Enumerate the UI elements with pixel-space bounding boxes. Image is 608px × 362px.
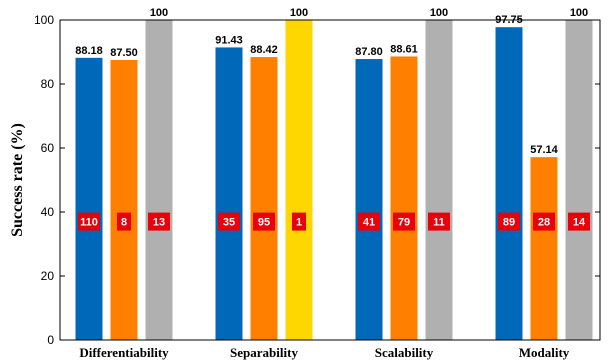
count-badge: 89	[498, 212, 520, 231]
y-axis-title: Success rate (%)	[9, 123, 26, 237]
bar	[530, 157, 558, 340]
count-badge: 14	[568, 212, 590, 231]
bar-value-label: 88.61	[390, 43, 418, 55]
bar	[285, 20, 313, 340]
count-badge: 1	[292, 212, 306, 231]
count-badge: 8	[117, 212, 131, 231]
bar-value-label: 88.42	[250, 44, 278, 56]
count-badge: 95	[253, 212, 275, 231]
count-badge: 35	[218, 212, 240, 231]
x-category-label: Separability	[230, 345, 298, 360]
count-badge-box	[148, 212, 170, 231]
count-badge: 79	[393, 212, 415, 231]
y-tick-label: 60	[41, 141, 55, 155]
count-badge: 41	[358, 212, 380, 231]
count-badge: 28	[533, 212, 555, 231]
count-badge-box	[533, 212, 555, 231]
bar-value-label: 87.80	[355, 46, 383, 58]
x-axis: Differentiability Separability Scalability…	[79, 345, 569, 360]
bars-layer	[75, 20, 593, 340]
bar-value-label: 100	[570, 7, 588, 19]
bar-value-label: 91.43	[215, 34, 243, 46]
count-badge-text: 14	[573, 217, 586, 229]
bar	[250, 57, 278, 340]
count-badge-box	[568, 212, 590, 231]
y-tick-label: 80	[41, 77, 55, 91]
bar	[390, 56, 418, 340]
count-badge: 110	[78, 212, 100, 231]
bar	[215, 47, 243, 340]
count-badge-text: 11	[433, 217, 445, 229]
count-badge-text: 1	[296, 217, 302, 229]
count-badge-text: 8	[121, 217, 127, 229]
bar-value-label: 100	[290, 7, 308, 19]
count-badge-text: 110	[80, 217, 98, 229]
count-badge-box	[218, 212, 240, 231]
bar-value-label: 87.50	[110, 47, 138, 59]
count-badge-box	[393, 212, 415, 231]
bar	[145, 20, 173, 340]
count-badge-box	[498, 212, 520, 231]
y-tick-label: 20	[41, 269, 55, 283]
bar	[495, 27, 523, 340]
count-badge-box	[117, 212, 131, 231]
count-badge-text: 95	[258, 217, 270, 229]
count-badge-box	[358, 212, 380, 231]
bar	[425, 20, 453, 340]
bar	[110, 60, 138, 340]
x-category-label: Scalability	[375, 345, 434, 360]
count-badge-text: 89	[503, 217, 515, 229]
plot-frame	[59, 19, 601, 341]
bar-value-label: 100	[150, 7, 168, 19]
y-tick-label: 40	[41, 205, 55, 219]
count-badge-box	[78, 212, 100, 231]
count-badge: 13	[148, 212, 170, 231]
bar-value-label: 100	[430, 7, 448, 19]
count-badge: 11	[428, 212, 450, 231]
count-badge-text: 79	[398, 217, 410, 229]
y-tick-label: 100	[34, 13, 54, 27]
y-tick-label: 0	[47, 333, 54, 347]
x-category-label: Differentiability	[79, 345, 169, 360]
count-badge-text: 35	[223, 217, 235, 229]
count-badge-text: 13	[153, 217, 165, 229]
count-badge-text: 28	[538, 217, 550, 229]
count-badge-box	[253, 212, 275, 231]
bar	[75, 57, 103, 340]
x-category-label: Modality	[519, 345, 570, 360]
bar-value-label: 57.14	[530, 144, 558, 156]
bar	[565, 20, 593, 340]
bar-value-label: 88.18	[75, 45, 103, 57]
count-badge-box	[292, 212, 306, 231]
count-badges-layer: 110 8 13 35 95 1 41 79 11 89 28 14	[78, 212, 590, 231]
count-badge-text: 41	[363, 217, 375, 229]
count-badge-box	[428, 212, 450, 231]
bar	[355, 59, 383, 340]
y-axis: 0 20 40 60 80 100	[34, 13, 600, 347]
